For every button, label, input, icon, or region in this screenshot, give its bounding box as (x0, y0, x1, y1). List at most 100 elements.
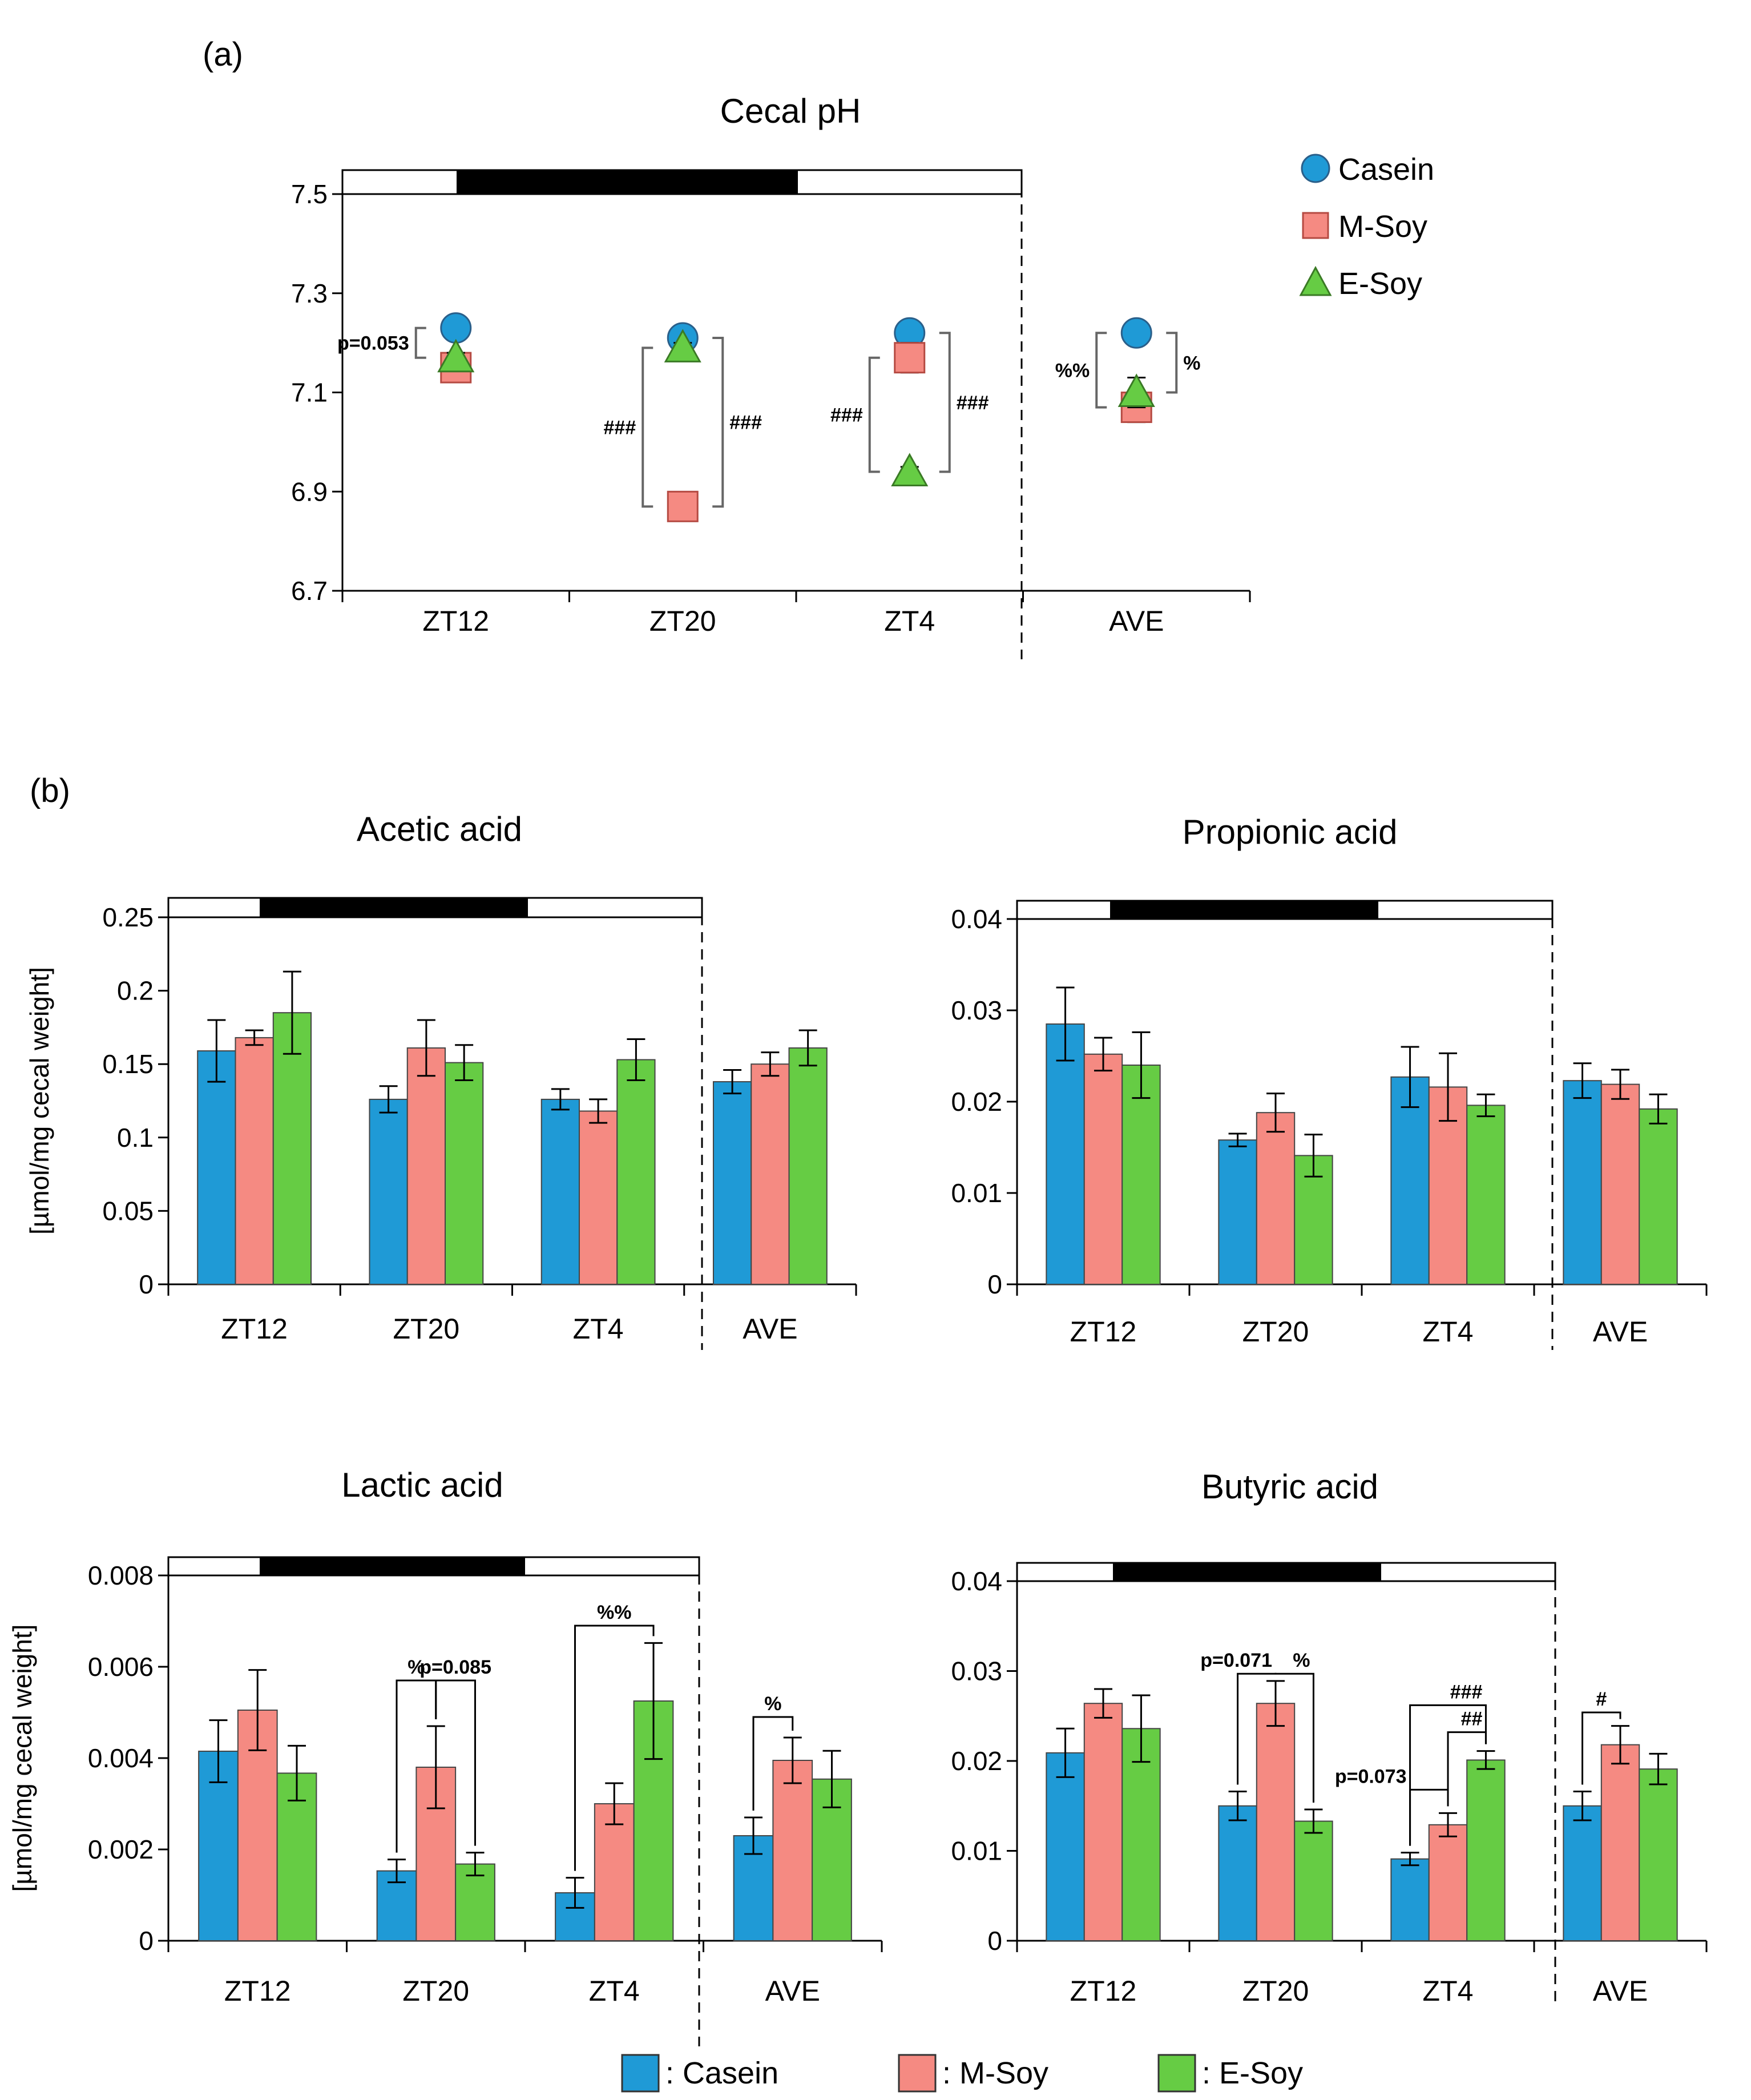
bottom-legend: : Casein: M-Soy: E-Soy (621, 2054, 1303, 2093)
y-tick-label: 0.02 (951, 1087, 1002, 1116)
marker-msoy (667, 490, 699, 522)
legend-marker-esoy (1299, 265, 1332, 296)
bar-esoy (1639, 1768, 1678, 1942)
significance-label: % (1183, 352, 1200, 374)
y-tick-label: 0.04 (951, 1566, 1002, 1596)
x-category-label: ZT20 (402, 1975, 469, 2007)
significance-bracket (574, 1625, 655, 1871)
x-category-label: ZT4 (884, 605, 935, 637)
chart-lactic-acid: Lactic acid 0 0.002 0.004 0.006 0.008 ZT12 ZT20… (7, 1466, 883, 2046)
bar-msoy (1600, 1744, 1640, 1941)
significance-label: %% (1055, 360, 1090, 381)
x-category-label: AVE (1109, 605, 1164, 637)
bar-casein (712, 1081, 752, 1285)
bar-msoy (1083, 1703, 1123, 1941)
significance-label: # (1596, 1688, 1607, 1710)
legend-label-esoy: : E-Soy (1202, 2056, 1303, 2090)
legend-label-esoy: E-Soy (1338, 267, 1422, 301)
significance-bracket (1447, 1731, 1487, 1807)
y-tick-label: 0.002 (88, 1835, 154, 1864)
significance-bracket (1409, 1704, 1487, 1846)
x-category-label: ZT20 (1242, 1975, 1309, 2007)
x-category-label: ZT12 (1070, 1975, 1137, 2007)
dark-phase-bar (1110, 901, 1378, 919)
dark-phase-bar (260, 898, 528, 917)
y-tick-label: 0.15 (102, 1049, 154, 1079)
bar-casein (369, 1098, 408, 1285)
y-axis-title: [µmol/mg cecal weight] (7, 1625, 37, 1892)
significance-label: p=0.073 (1335, 1766, 1407, 1787)
marker-esoy (1117, 373, 1155, 407)
bar-casein (1563, 1805, 1602, 1941)
bar-casein (1390, 1858, 1430, 1942)
legend-swatch-msoy (898, 2054, 937, 2093)
bar-esoy (616, 1059, 656, 1285)
significance-bracket (642, 346, 653, 508)
bar-casein (1563, 1080, 1602, 1285)
y-tick-label: 0.02 (951, 1746, 1002, 1776)
bar-msoy (1600, 1083, 1640, 1285)
significance-bracket (1166, 332, 1178, 394)
y-tick-label: 6.9 (291, 477, 328, 506)
significance-bracket (868, 356, 880, 473)
bar-esoy (633, 1700, 674, 1941)
legend-marker-msoy (1302, 212, 1329, 239)
legend-label-casein: Casein (1338, 152, 1434, 187)
chart-title: Propionic acid (1183, 813, 1398, 851)
dark-phase-bar (260, 1557, 525, 1575)
marker-casein (440, 312, 472, 344)
y-tick-label: 6.7 (291, 576, 328, 606)
bar-esoy (788, 1047, 828, 1285)
y-tick-label: 7.1 (291, 378, 328, 408)
y-tick-label: 0 (139, 1269, 154, 1299)
bar-msoy (1256, 1703, 1296, 1941)
y-tick-label: 0.25 (102, 902, 154, 932)
legend-label-msoy: M-Soy (1338, 209, 1427, 244)
y-tick-label: 0.03 (951, 1656, 1002, 1686)
y-tick-label: 0.004 (88, 1743, 154, 1773)
bar-msoy (1083, 1053, 1123, 1285)
bar-esoy (1121, 1728, 1161, 1942)
y-tick-label: 0.01 (951, 1178, 1002, 1208)
bar-msoy (772, 1760, 813, 1941)
x-category-label: ZT12 (422, 605, 489, 637)
legend-marker-casein (1301, 154, 1330, 183)
significance-label: ## (1461, 1708, 1483, 1730)
chart-title: Butyric acid (1201, 1468, 1378, 1506)
bar-casein (1218, 1139, 1257, 1285)
legend-swatch-casein (621, 2054, 660, 2093)
significance-bracket (712, 336, 724, 508)
legend-swatch-esoy (1157, 2054, 1196, 2093)
significance-bracket (1274, 1672, 1314, 1803)
chart-acetic-acid: Acetic acid 0 0.05 0.1 0.15 0.2 0.25 ZT12 ZT20 ZT… (25, 810, 857, 1350)
y-tick-label: 0 (987, 1269, 1002, 1299)
bar-esoy (1294, 1820, 1333, 1941)
bar-esoy (1466, 1759, 1506, 1942)
x-category-label: ZT12 (224, 1975, 291, 2007)
significance-label: %% (597, 1602, 631, 1623)
x-category-label: ZT12 (221, 1313, 288, 1345)
bar-msoy (1256, 1112, 1296, 1285)
y-tick-label: 0.03 (951, 995, 1002, 1025)
bar-casein (1046, 1023, 1085, 1285)
bar-casein (540, 1098, 580, 1285)
y-tick-label: 0.05 (102, 1196, 154, 1226)
bar-msoy (235, 1037, 274, 1285)
bar-msoy (1428, 1824, 1468, 1941)
x-category-label: ZT4 (1423, 1975, 1474, 2007)
y-tick-label: 0.1 (117, 1123, 154, 1152)
chart-cecal-ph: Cecal pH 6.7 6.9 7.1 7.3 7.5 ZT12 ZT20 ZT4 AVE p=0… (291, 92, 1434, 659)
significance-bracket (939, 332, 951, 473)
y-axis-title: [µmol/mg cecal weight] (25, 967, 54, 1235)
bar-casein (197, 1050, 236, 1285)
dark-phase-bar (1113, 1563, 1381, 1581)
significance-bracket (414, 327, 426, 359)
marker-esoy (891, 453, 929, 486)
marker-msoy (894, 342, 926, 374)
x-category-label: AVE (1593, 1975, 1648, 2007)
bar-casein (1390, 1076, 1430, 1285)
marker-casein (1120, 317, 1152, 349)
legend-label-casein: : Casein (665, 2056, 778, 2090)
x-category-label: AVE (743, 1313, 797, 1345)
